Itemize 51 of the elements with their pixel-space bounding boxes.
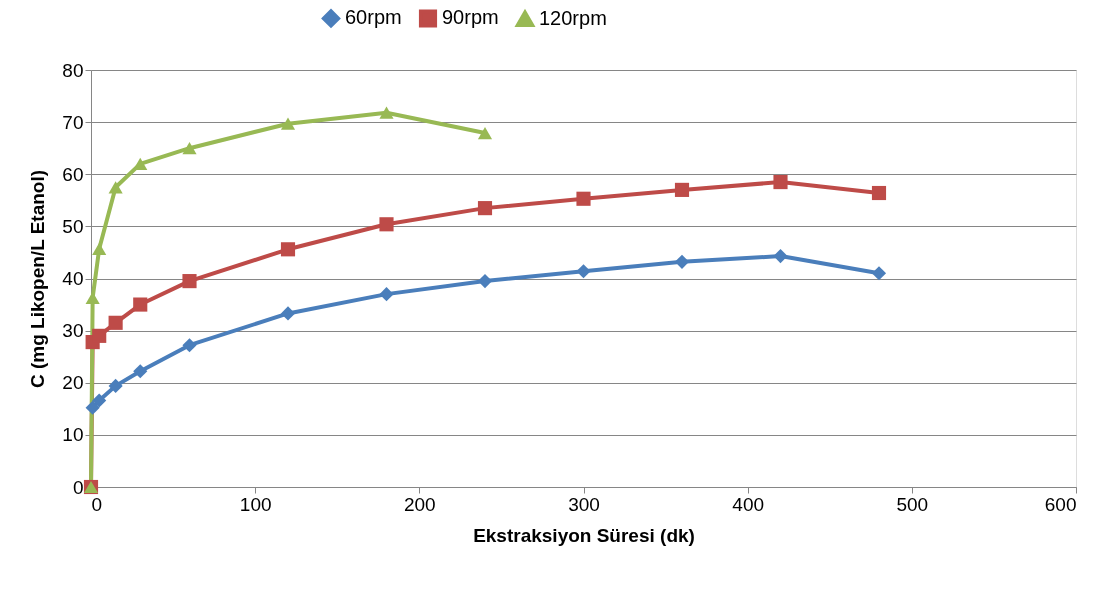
x-tick-label: 200: [403, 493, 436, 515]
point: [477, 126, 493, 140]
y-tick-label: 20: [62, 372, 84, 394]
point: [773, 175, 788, 190]
point: [674, 182, 690, 197]
y-tick-label: 0: [72, 476, 84, 498]
point: [576, 191, 591, 206]
y-tick-label: 10: [62, 424, 84, 446]
point: [576, 264, 591, 279]
point: [379, 106, 394, 119]
point: [85, 400, 100, 415]
x-tick-label: 300: [568, 493, 600, 515]
x-tick-label: 400: [732, 493, 765, 515]
point: [92, 328, 107, 343]
point: [477, 274, 493, 289]
y-axis-title: C (mg Likopen/L Etanol): [27, 169, 49, 389]
y-tick-label: 40: [62, 268, 84, 289]
point: [674, 254, 690, 269]
point: [182, 142, 197, 155]
point: [133, 364, 148, 379]
point: [280, 306, 296, 321]
point: [871, 185, 887, 201]
point: [379, 217, 394, 232]
point: [379, 287, 394, 302]
point: [280, 242, 296, 257]
point: [182, 338, 197, 353]
point: [108, 181, 123, 194]
x-tick-label: 0: [91, 493, 103, 515]
point: [92, 393, 107, 408]
point: [133, 157, 148, 170]
x-axis-title: Ekstraksiyon Süresi (dk): [473, 524, 695, 546]
x-tick-label: 100: [239, 493, 272, 515]
point: [773, 249, 788, 264]
y-tick-label: 70: [62, 111, 84, 133]
y-tick-label: 50: [62, 215, 84, 237]
y-tick-label: 30: [62, 320, 84, 342]
point: [108, 315, 123, 330]
legend-label: 120rpm: [539, 6, 607, 29]
legend-label: 60rpm: [345, 6, 402, 29]
point: [280, 117, 296, 130]
point: [182, 274, 197, 289]
point: [108, 378, 123, 393]
point: [92, 242, 107, 255]
point: [871, 266, 887, 281]
legend-label: 90rpm: [442, 6, 499, 29]
point: [477, 201, 493, 216]
y-tick-label: 80: [62, 59, 84, 81]
y-tick-label: 60: [62, 163, 84, 185]
point: [133, 297, 148, 312]
x-tick-label: 500: [896, 493, 929, 515]
x-tick-label: 600: [1044, 493, 1077, 515]
